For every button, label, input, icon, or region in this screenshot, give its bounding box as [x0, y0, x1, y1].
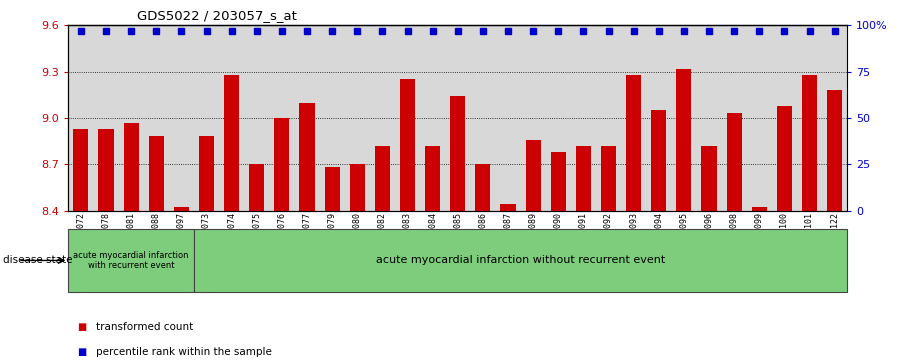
- Bar: [476, 164, 490, 211]
- Bar: [425, 146, 440, 211]
- Bar: [400, 79, 415, 211]
- Text: acute myocardial infarction
with recurrent event: acute myocardial infarction with recurre…: [74, 251, 189, 270]
- Text: percentile rank within the sample: percentile rank within the sample: [96, 347, 271, 357]
- Text: acute myocardial infarction without recurrent event: acute myocardial infarction without recu…: [376, 256, 665, 265]
- Bar: [701, 146, 717, 211]
- Bar: [174, 208, 189, 211]
- Bar: [324, 167, 340, 211]
- Bar: [148, 136, 164, 211]
- Bar: [450, 96, 466, 211]
- Bar: [576, 146, 591, 211]
- Text: GDS5022 / 203057_s_at: GDS5022 / 203057_s_at: [137, 9, 296, 22]
- Bar: [300, 102, 314, 211]
- Text: ■: ■: [77, 322, 87, 332]
- Bar: [752, 208, 767, 211]
- Bar: [124, 123, 138, 211]
- Bar: [68, 229, 194, 292]
- Bar: [601, 146, 616, 211]
- Bar: [526, 140, 541, 211]
- Bar: [802, 75, 817, 211]
- Bar: [74, 129, 88, 211]
- Text: disease state: disease state: [3, 256, 72, 265]
- Bar: [551, 152, 566, 211]
- Bar: [777, 106, 792, 211]
- Bar: [199, 136, 214, 211]
- Bar: [350, 164, 364, 211]
- Bar: [374, 146, 390, 211]
- Bar: [98, 129, 114, 211]
- Bar: [827, 90, 842, 211]
- Bar: [500, 204, 516, 211]
- Bar: [727, 113, 742, 211]
- Bar: [274, 118, 290, 211]
- Bar: [194, 229, 847, 292]
- Bar: [224, 75, 240, 211]
- Bar: [676, 69, 691, 211]
- Bar: [626, 75, 641, 211]
- Text: ■: ■: [77, 347, 87, 357]
- Bar: [651, 110, 666, 211]
- Bar: [250, 164, 264, 211]
- Text: transformed count: transformed count: [96, 322, 193, 332]
